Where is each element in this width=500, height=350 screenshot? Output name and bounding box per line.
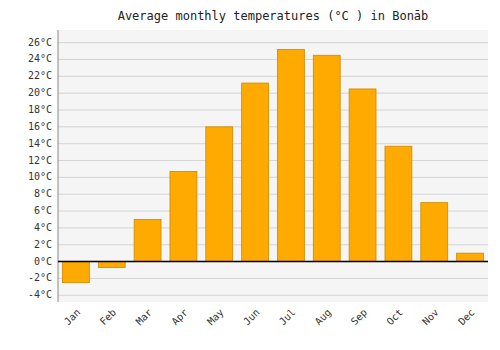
- y-tick-label: 20°C: [28, 87, 52, 98]
- grid-line: [58, 143, 488, 144]
- x-tick-label: Feb: [98, 307, 119, 328]
- bar: [206, 127, 233, 262]
- x-tick-label: Nov: [420, 307, 441, 328]
- grid-line: [58, 59, 488, 60]
- y-tick-label: 0°C: [34, 256, 52, 267]
- bar: [385, 146, 412, 261]
- x-tick-label: May: [205, 307, 226, 328]
- x-tick-label: Aug: [313, 307, 334, 328]
- x-tick-label: Sep: [349, 307, 370, 328]
- bar: [170, 171, 197, 261]
- x-tick-label: Jul: [277, 307, 298, 328]
- y-tick-label: 4°C: [34, 222, 52, 233]
- y-tick-label: -4°C: [28, 289, 52, 300]
- grid: [58, 43, 488, 296]
- bar: [457, 253, 484, 261]
- bar: [134, 219, 161, 261]
- y-tick-label: 2°C: [34, 239, 52, 250]
- title: Average monthly temperatures (°C ) in Bo…: [118, 9, 429, 23]
- bar: [62, 262, 89, 283]
- y-tick-label: 24°C: [28, 53, 52, 64]
- x-tick-label: Mar: [134, 307, 155, 328]
- y-tick-label: 8°C: [34, 188, 52, 199]
- chart: -4°C -2°C 0°C 2°C 4°C 6°C 8°C 10°C 12°C 14°C 16°C 1…: [0, 0, 500, 350]
- y-tick-label: 14°C: [28, 138, 52, 149]
- y-axis: -4°C -2°C 0°C 2°C 4°C 6°C 8°C 10°C 12°C 14°C 16°C 1…: [28, 30, 58, 302]
- grid-line: [58, 295, 488, 296]
- grid-line: [58, 278, 488, 279]
- grid-line: [58, 42, 488, 43]
- bars: [58, 49, 488, 282]
- x-tick-label: Oct: [384, 307, 405, 328]
- bar: [98, 262, 125, 268]
- bar: [313, 55, 340, 261]
- y-tick-label: 22°C: [28, 70, 52, 81]
- y-tick-label: -2°C: [28, 272, 52, 283]
- bar: [277, 49, 304, 261]
- bar: [242, 83, 269, 262]
- grid-line: [58, 93, 488, 94]
- y-tick-label: 18°C: [28, 104, 52, 115]
- x-axis: Jan Feb Mar Apr May Jun Jul Aug Sep Oct Nov Dec: [62, 307, 477, 328]
- x-tick-label: Dec: [456, 307, 477, 328]
- y-tick-label: 10°C: [28, 171, 52, 182]
- zero-line: [58, 261, 488, 263]
- grid-line: [58, 126, 488, 127]
- plot-background: [58, 30, 488, 302]
- x-tick-label: Jan: [62, 307, 83, 328]
- y-tick-label: 12°C: [28, 155, 52, 166]
- grid-line: [58, 194, 488, 195]
- x-tick-label: Apr: [169, 307, 190, 328]
- grid-line: [58, 76, 488, 77]
- y-tick-label: 16°C: [28, 121, 52, 132]
- x-tick-label: Jun: [241, 307, 262, 328]
- bar: [349, 89, 376, 262]
- grid-line: [58, 160, 488, 161]
- y-tick-label: 6°C: [34, 205, 52, 216]
- grid-line: [58, 110, 488, 111]
- grid-line: [58, 177, 488, 178]
- y-tick-label: 26°C: [28, 37, 52, 48]
- grid-line: [58, 261, 488, 262]
- bar: [421, 203, 448, 262]
- chart-container: -4°C -2°C 0°C 2°C 4°C 6°C 8°C 10°C 12°C 14°C 16°C 1…: [0, 0, 500, 350]
